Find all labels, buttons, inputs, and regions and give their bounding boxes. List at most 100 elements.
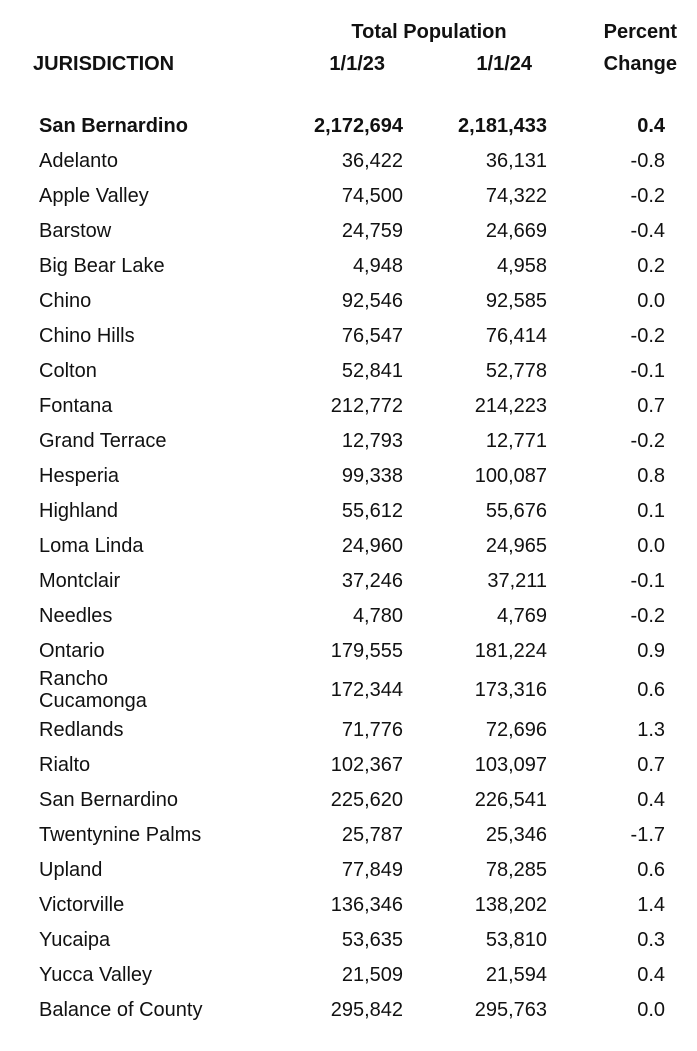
spacer-cell xyxy=(0,80,697,108)
table-row: Loma Linda 24,960 24,965 0.0 xyxy=(0,528,697,563)
pop-2023-cell: 2,172,694 xyxy=(314,114,403,137)
pct-change-cell: 0.0 xyxy=(637,998,666,1021)
pct-change-cell: 1.4 xyxy=(637,893,666,916)
pct-change-cell: 0.4 xyxy=(637,963,666,986)
jurisdiction-cell: Montclair xyxy=(39,569,121,592)
pct-change-cell: 0.7 xyxy=(637,394,666,417)
pct-change-cell: -0.2 xyxy=(630,604,666,627)
pop-2024-cell: 25,346 xyxy=(485,823,548,846)
pop-2024-cell: 36,131 xyxy=(485,149,548,172)
percent-header-line1: Percent xyxy=(603,21,678,43)
pct-change-cell: 0.0 xyxy=(637,289,666,312)
jurisdiction-cell: Big Bear Lake xyxy=(39,254,165,277)
pop-2024-cell: 12,771 xyxy=(485,429,548,452)
percent-header-line2: Change xyxy=(603,53,678,75)
pop-2023-cell: 37,246 xyxy=(341,569,403,592)
pop-2023-cell: 102,367 xyxy=(330,753,403,776)
jurisdiction-cell: Upland xyxy=(39,858,103,881)
pct-change-cell: -0.1 xyxy=(630,359,666,382)
jurisdiction-cell: Colton xyxy=(39,359,97,382)
table-row: Big Bear Lake 4,948 4,958 0.2 xyxy=(0,248,697,283)
pop-2024-cell: 214,223 xyxy=(474,394,548,417)
date-2024-column-header: 1/1/24 xyxy=(476,53,533,75)
table-row: Grand Terrace 12,793 12,771 -0.2 xyxy=(0,423,697,458)
table-row: Ontario 179,555 181,224 0.9 xyxy=(0,633,697,668)
pop-2024-cell: 4,958 xyxy=(496,254,548,277)
pop-2024-cell: 55,676 xyxy=(485,499,548,522)
pct-change-cell: 0.1 xyxy=(637,499,666,522)
table-row: Hesperia 99,338 100,087 0.8 xyxy=(0,458,697,493)
table-row: Chino Hills 76,547 76,414 -0.2 xyxy=(0,318,697,353)
pct-change-cell: 0.4 xyxy=(637,788,666,811)
jurisdiction-cell: Ontario xyxy=(39,639,105,662)
pop-2023-cell: 52,841 xyxy=(341,359,403,382)
table-row: Needles 4,780 4,769 -0.2 xyxy=(0,598,697,633)
table-row: Victorville 136,346 138,202 1.4 xyxy=(0,887,697,922)
table-row: Balance of County 295,842 295,763 0.0 xyxy=(0,992,697,1027)
pct-change-cell: 0.8 xyxy=(637,464,666,487)
pop-2024-cell: 53,810 xyxy=(485,928,548,951)
table-row: Fontana 212,772 214,223 0.7 xyxy=(0,388,697,423)
jurisdiction-cell: Yucca Valley xyxy=(39,963,153,986)
pop-2024-cell: 138,202 xyxy=(474,893,548,916)
pop-2023-cell: 136,346 xyxy=(330,893,403,916)
pct-change-cell: -0.8 xyxy=(630,149,666,172)
pct-change-cell: -0.1 xyxy=(630,569,666,592)
jurisdiction-column-header: JURISDICTION xyxy=(33,53,175,75)
pct-change-cell: 0.9 xyxy=(637,639,666,662)
jurisdiction-cell: Redlands xyxy=(39,718,124,741)
pop-2023-cell: 99,338 xyxy=(341,464,403,487)
pop-2023-cell: 77,849 xyxy=(341,858,403,881)
pop-2023-cell: 71,776 xyxy=(341,718,403,741)
pop-2024-cell: 226,541 xyxy=(474,788,548,811)
jurisdiction-cell: Victorville xyxy=(39,893,125,916)
table-row: Montclair 37,246 37,211 -0.1 xyxy=(0,563,697,598)
pop-2024-cell: 103,097 xyxy=(474,753,548,776)
header-row-columns: JURISDICTION 1/1/23 1/1/24 Change xyxy=(0,48,697,80)
table-header: Total Population Percent JURISDICTION 1/… xyxy=(0,16,697,80)
jurisdiction-cell: Highland xyxy=(39,499,118,522)
pct-change-cell: 1.3 xyxy=(637,718,666,741)
table-row: Chino 92,546 92,585 0.0 xyxy=(0,283,697,318)
pop-2023-cell: 55,612 xyxy=(341,499,403,522)
table-row: Rialto 102,367 103,097 0.7 xyxy=(0,747,697,782)
pct-change-cell: -0.2 xyxy=(630,184,666,207)
pop-2023-cell: 36,422 xyxy=(341,149,403,172)
pop-2024-cell: 295,763 xyxy=(474,998,548,1021)
pct-change-cell: 0.7 xyxy=(637,753,666,776)
header-body-spacer xyxy=(0,80,697,108)
pop-2024-cell: 74,322 xyxy=(485,184,548,207)
table-row: Highland 55,612 55,676 0.1 xyxy=(0,493,697,528)
pop-2024-cell: 24,965 xyxy=(485,534,548,557)
table-row: Apple Valley 74,500 74,322 -0.2 xyxy=(0,178,697,213)
pct-change-cell: -0.2 xyxy=(630,429,666,452)
table-row: Colton 52,841 52,778 -0.1 xyxy=(0,353,697,388)
pop-2023-cell: 92,546 xyxy=(341,289,403,312)
header-row-group: Total Population Percent xyxy=(0,16,697,48)
pct-change-cell: 0.0 xyxy=(637,534,666,557)
table-row: Yucaipa 53,635 53,810 0.3 xyxy=(0,922,697,957)
pop-2023-cell: 4,948 xyxy=(352,254,403,277)
header-spacer xyxy=(0,16,265,48)
table-body: San Bernardino 2,172,694 2,181,433 0.4 A… xyxy=(0,80,697,1027)
table-row: Twentynine Palms 25,787 25,346 -1.7 xyxy=(0,817,697,852)
pop-2023-cell: 225,620 xyxy=(330,788,403,811)
pop-2024-cell: 2,181,433 xyxy=(458,114,548,137)
pct-change-cell: -0.4 xyxy=(630,219,666,242)
population-table: Total Population Percent JURISDICTION 1/… xyxy=(0,16,697,1027)
pop-2023-cell: 25,787 xyxy=(341,823,403,846)
jurisdiction-cell: San Bernardino xyxy=(39,114,188,137)
pop-2023-cell: 295,842 xyxy=(330,998,403,1021)
pct-change-cell: -0.2 xyxy=(630,324,666,347)
pop-2024-cell: 173,316 xyxy=(474,679,548,701)
table-row: Redlands 71,776 72,696 1.3 xyxy=(0,712,697,747)
pop-2024-cell: 181,224 xyxy=(474,639,548,662)
jurisdiction-cell: Fontana xyxy=(39,394,113,417)
table-row: Adelanto 36,422 36,131 -0.8 xyxy=(0,143,697,178)
jurisdiction-cell: Barstow xyxy=(39,219,112,242)
pop-2023-cell: 212,772 xyxy=(330,394,403,417)
jurisdiction-cell: Yucaipa xyxy=(39,928,111,951)
pop-2023-cell: 24,960 xyxy=(341,534,403,557)
date-2023-column-header: 1/1/23 xyxy=(329,53,385,75)
pop-2023-cell: 76,547 xyxy=(341,324,403,347)
